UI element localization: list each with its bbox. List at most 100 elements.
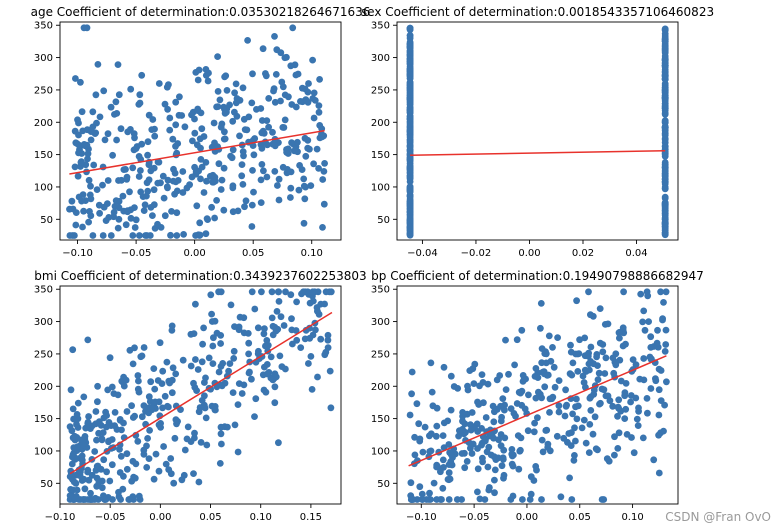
data-point (169, 135, 177, 143)
subplot-title: bmi Coefficient of determination:0.34392… (34, 269, 366, 283)
data-point (191, 129, 199, 137)
data-point (447, 372, 455, 380)
data-point (169, 177, 177, 185)
data-point (632, 361, 640, 368)
data-point (602, 354, 610, 362)
data-point (585, 449, 593, 456)
data-point (500, 446, 508, 454)
data-point (657, 397, 665, 404)
data-point (521, 405, 529, 413)
data-point (176, 93, 183, 101)
data-point (248, 201, 256, 209)
data-point (300, 175, 308, 183)
data-point (576, 336, 583, 344)
axes-frame (59, 21, 342, 241)
data-point (181, 123, 189, 131)
data-point (616, 334, 623, 342)
data-point (258, 161, 266, 168)
data-point (661, 200, 669, 207)
data-point (145, 455, 153, 462)
y-tick-label: 200 (371, 382, 390, 393)
data-point (72, 479, 80, 487)
data-point (513, 336, 521, 344)
data-point (210, 119, 218, 127)
data-point (551, 383, 559, 391)
data-point (261, 363, 268, 371)
data-point (309, 288, 317, 296)
data-point (276, 352, 284, 360)
data-point (421, 423, 429, 431)
subplot-4: bp Coefficient of determination:0.194907… (371, 269, 704, 523)
data-point (87, 136, 95, 144)
data-point (661, 231, 669, 238)
data-point (196, 135, 204, 143)
data-point (135, 377, 142, 385)
data-point (194, 366, 202, 373)
data-point (418, 490, 426, 498)
data-point (309, 56, 316, 64)
data-point (219, 360, 227, 367)
data-point (114, 61, 122, 68)
data-point (179, 189, 187, 196)
data-point (572, 403, 579, 411)
data-point (406, 127, 414, 134)
data-point (259, 45, 267, 53)
data-point (198, 125, 206, 133)
y-tick-label: 250 (34, 349, 53, 360)
x-tick-label: 0.05 (199, 512, 221, 523)
data-point (280, 322, 288, 329)
data-point (322, 288, 330, 296)
data-point (159, 367, 167, 375)
data-point (277, 313, 285, 321)
data-point (433, 422, 441, 430)
data-point (224, 423, 231, 431)
data-point (566, 474, 573, 482)
data-point (194, 107, 202, 114)
data-point (258, 288, 265, 296)
data-point (271, 168, 279, 175)
data-point (615, 429, 623, 437)
data-point (109, 151, 116, 159)
data-point (497, 417, 505, 425)
y-tick-label: 150 (371, 414, 390, 425)
data-point (294, 138, 301, 146)
data-point (249, 167, 256, 174)
data-point (578, 424, 586, 432)
data-point (550, 363, 558, 371)
data-point (317, 335, 325, 343)
data-point (96, 113, 104, 121)
data-point (167, 231, 174, 239)
data-point (661, 123, 669, 131)
data-point (146, 427, 154, 434)
data-point (145, 176, 153, 184)
y-tick-label: 350 (371, 21, 390, 32)
data-point (184, 423, 192, 431)
data-point (648, 355, 655, 363)
data-point (581, 334, 589, 342)
data-point (150, 186, 158, 194)
data-point (524, 427, 532, 435)
data-point (83, 126, 91, 134)
data-point (117, 125, 125, 133)
subplot-1: age Coefficient of determination:0.03530… (31, 5, 371, 259)
x-tick-label: 0.04 (625, 248, 647, 259)
data-point (240, 314, 248, 322)
scatter-points (406, 288, 670, 503)
data-point (126, 188, 133, 196)
data-point (275, 298, 283, 305)
data-point (602, 392, 610, 400)
data-point (248, 99, 256, 107)
axes-frame (396, 21, 679, 241)
data-point (406, 178, 414, 185)
data-point (202, 72, 210, 79)
data-point (541, 383, 549, 391)
data-point (271, 98, 279, 106)
data-point (297, 344, 305, 351)
data-point (190, 330, 198, 337)
data-point (644, 409, 651, 417)
data-point (252, 395, 260, 403)
data-point (406, 91, 414, 99)
data-point (80, 24, 88, 32)
data-point (112, 98, 120, 106)
data-point (406, 82, 414, 90)
